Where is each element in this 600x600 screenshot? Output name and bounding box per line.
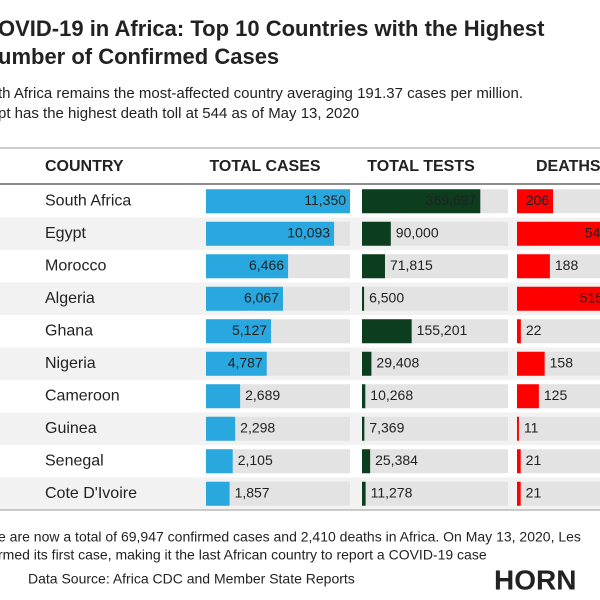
country: Cameroon xyxy=(45,387,120,404)
bar-background xyxy=(517,481,600,506)
bar-background xyxy=(517,449,600,474)
value-label: 71,815 xyxy=(390,257,433,273)
bar xyxy=(517,189,554,214)
bar xyxy=(517,254,550,279)
bar xyxy=(362,449,371,474)
country: Cote D'Ivoire xyxy=(45,485,137,502)
value-label: 544 xyxy=(585,224,600,240)
country: Egypt xyxy=(45,225,86,242)
country: Senegal xyxy=(45,452,104,469)
value-label: 11,350 xyxy=(304,192,346,208)
bar-background xyxy=(362,254,508,279)
value-label: 29,408 xyxy=(376,354,419,370)
value-label: 11,278 xyxy=(371,484,413,500)
bar xyxy=(362,384,366,409)
bar xyxy=(362,319,412,344)
bar xyxy=(517,319,521,344)
country: South Africa xyxy=(45,192,131,209)
country: Ghana xyxy=(45,322,93,339)
bar xyxy=(206,351,267,376)
bar-background xyxy=(362,416,508,441)
bar xyxy=(517,351,545,376)
bar xyxy=(206,189,351,214)
bar-background xyxy=(362,351,508,376)
bar xyxy=(362,416,365,441)
value-label: 515 xyxy=(580,289,600,305)
value-label: 25,384 xyxy=(375,452,418,468)
logo: HORN xyxy=(494,564,576,595)
bar xyxy=(362,351,372,376)
value-label: 2,105 xyxy=(238,452,273,468)
value-label: 369,697 xyxy=(426,192,477,208)
value-label: 7,369 xyxy=(369,419,404,435)
bar xyxy=(362,254,385,279)
bar xyxy=(517,384,539,409)
bar-background xyxy=(362,384,508,409)
value-label: 21 xyxy=(526,452,542,468)
bar xyxy=(206,416,236,441)
bar xyxy=(517,416,519,441)
country: Algeria xyxy=(45,290,95,307)
bar xyxy=(362,189,481,214)
value-label: 22 xyxy=(526,322,542,338)
bar xyxy=(362,286,365,311)
bar xyxy=(206,449,233,474)
bar xyxy=(517,221,600,246)
bar xyxy=(362,221,391,246)
value-label: 2,689 xyxy=(245,387,280,403)
title-line: umber of Confirmed Cases xyxy=(0,44,279,69)
column-header: TOTAL CASES xyxy=(209,158,320,175)
subtitle-line: th Africa remains the most-affected coun… xyxy=(0,85,523,102)
bar xyxy=(206,384,241,409)
bar xyxy=(206,221,335,246)
bar-background xyxy=(517,319,600,344)
value-label: 206 xyxy=(526,192,550,208)
value-label: 158 xyxy=(550,354,574,370)
bar xyxy=(517,286,600,311)
bar xyxy=(206,286,283,311)
value-label: 1,857 xyxy=(235,484,270,500)
bar xyxy=(517,449,521,474)
column-header: COUNTRY xyxy=(45,158,124,175)
value-label: 4,787 xyxy=(228,354,263,370)
bar-background xyxy=(206,481,350,506)
column-header: TOTAL TESTS xyxy=(367,158,475,175)
bar-background xyxy=(362,481,508,506)
bar xyxy=(206,319,272,344)
bar-background xyxy=(517,416,600,441)
value-label: 5,127 xyxy=(232,322,267,338)
column-header: DEATHS xyxy=(536,158,600,175)
source: Data Source: Africa CDC and Member State… xyxy=(28,571,355,587)
title-line: OVID-19 in Africa: Top 10 Countries with… xyxy=(0,16,545,41)
country: Nigeria xyxy=(45,355,96,372)
bar-background xyxy=(362,449,508,474)
value-label: 90,000 xyxy=(396,224,439,240)
value-label: 6,500 xyxy=(369,289,404,305)
bar xyxy=(206,254,289,279)
value-label: 6,466 xyxy=(249,257,284,273)
value-label: 11 xyxy=(524,419,539,435)
subtitle-line: pt has the highest death toll at 544 as … xyxy=(0,105,359,122)
footnote-line: e are now a total of 69,947 confirmed ca… xyxy=(0,529,581,545)
value-label: 10,093 xyxy=(287,224,330,240)
value-label: 10,268 xyxy=(370,387,413,403)
value-label: 188 xyxy=(555,257,579,273)
bar xyxy=(517,481,521,506)
country: Guinea xyxy=(45,420,97,437)
value-label: 6,067 xyxy=(244,289,279,305)
value-label: 21 xyxy=(526,484,542,500)
value-label: 155,201 xyxy=(417,322,468,338)
bar-background xyxy=(362,286,508,311)
footnote-line: rmed its first case, making it the last … xyxy=(0,547,487,563)
value-label: 125 xyxy=(544,387,568,403)
value-label: 2,298 xyxy=(240,419,275,435)
country: Morocco xyxy=(45,257,106,274)
bar xyxy=(206,481,230,506)
bar xyxy=(362,481,366,506)
